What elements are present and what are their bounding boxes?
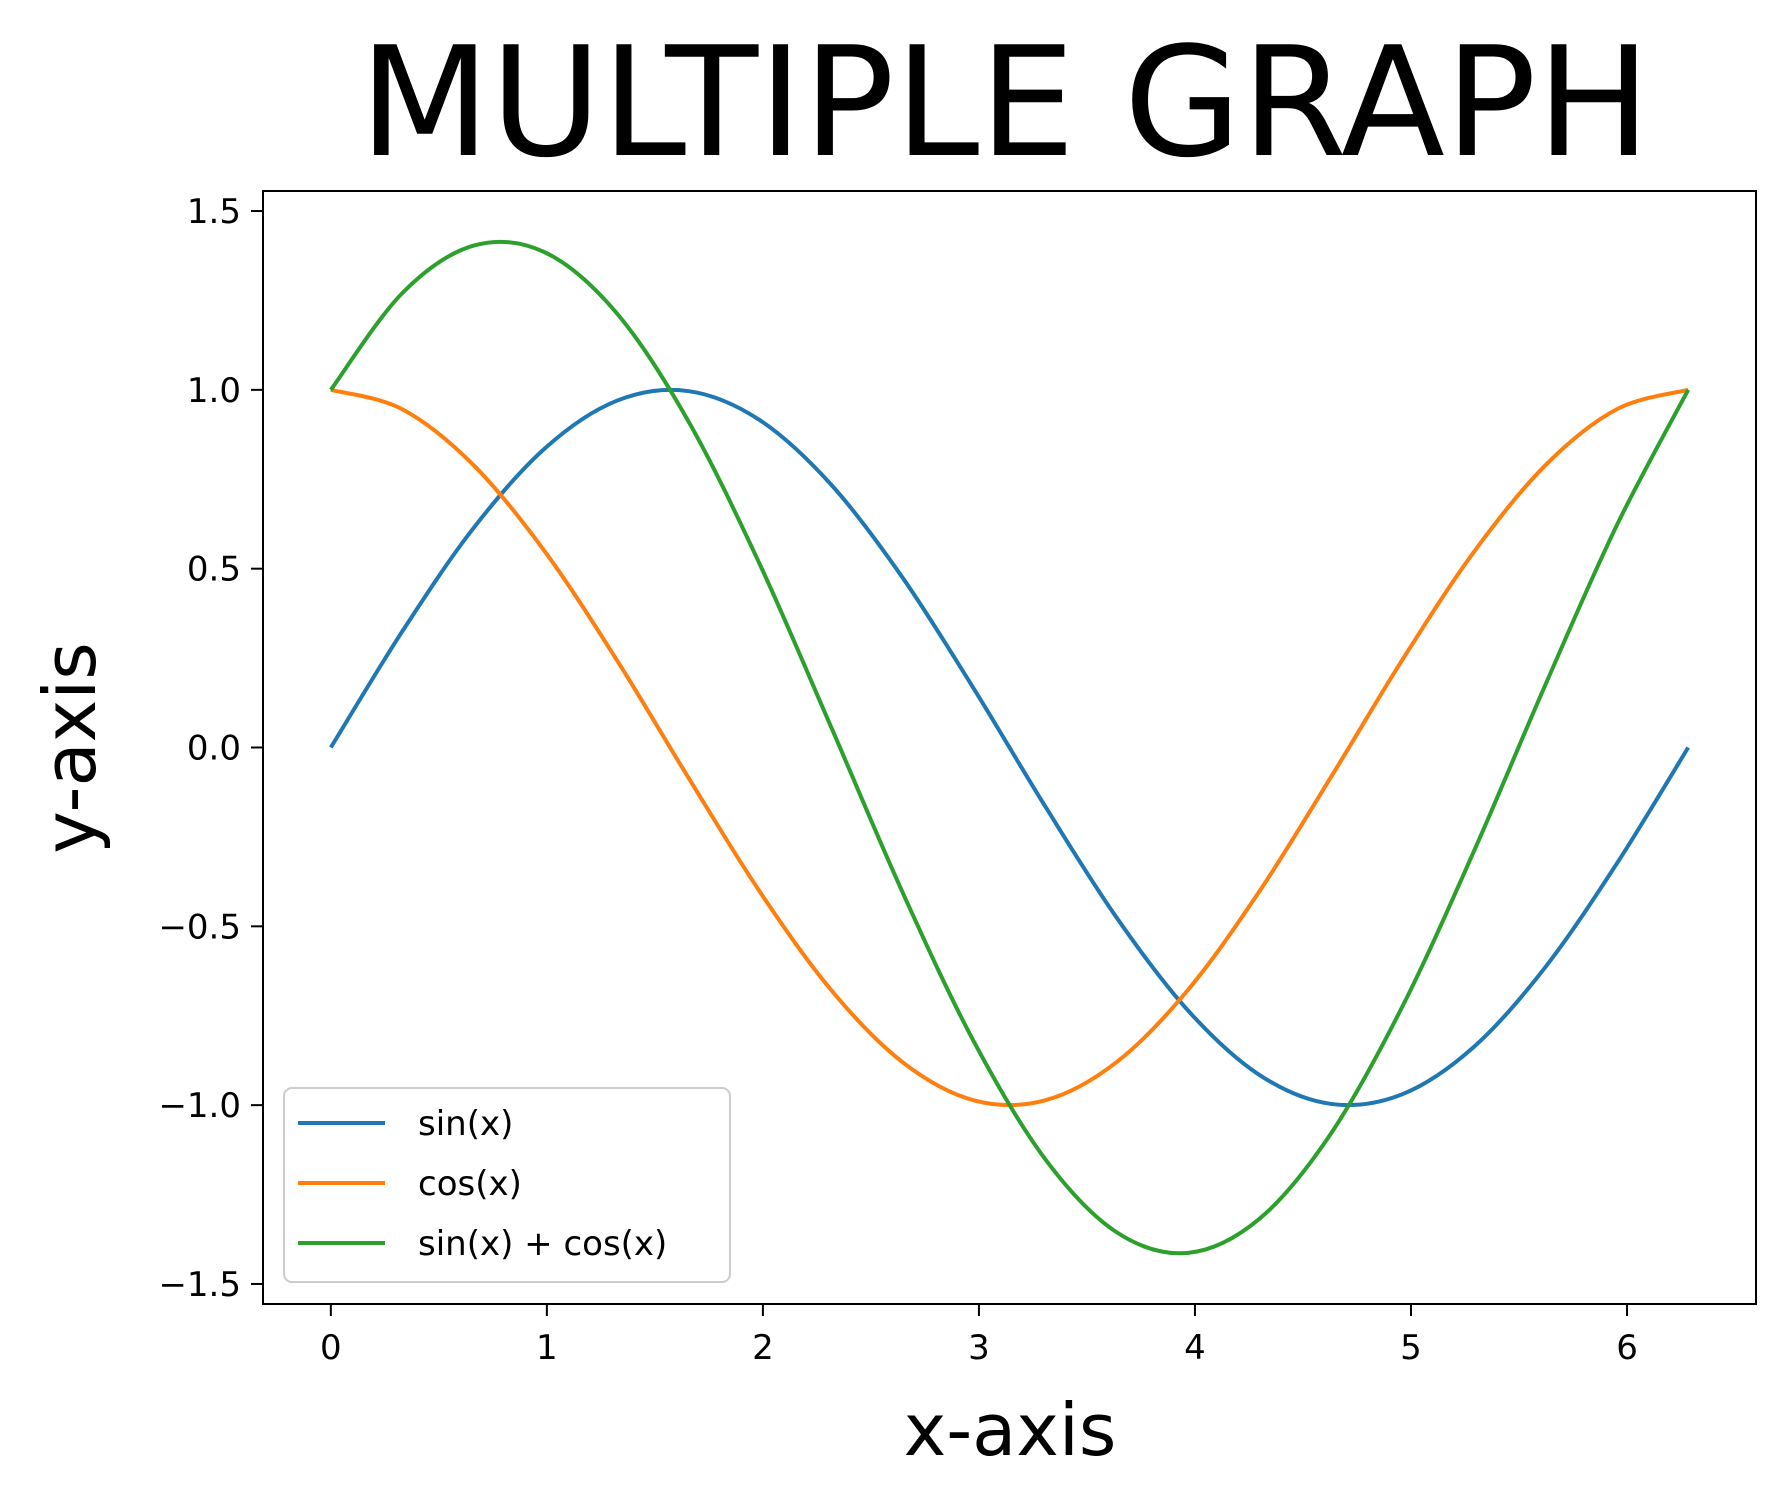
legend-box — [283, 1087, 731, 1283]
y-axis-ticks: −1.5 −1.0 −0.5 0.0 0.5 1.0 1.5 — [158, 192, 263, 1305]
series-line-3 — [329, 239, 1690, 1256]
x-axis-ticks: 0 1 2 3 4 5 6 — [320, 1304, 1638, 1368]
x-tick-label: 2 — [752, 1328, 774, 1368]
x-tick-label: 1 — [536, 1328, 558, 1368]
y-axis-label: y-axis — [28, 642, 112, 854]
series-line-1 — [329, 387, 1690, 1108]
y-tick-label: 0.0 — [187, 729, 241, 769]
x-axis-label: x-axis — [904, 1388, 1117, 1472]
legend-items: sin(x) cos(x) sin(x) + cos(x) — [298, 1104, 667, 1264]
legend-label: sin(x) — [418, 1104, 513, 1144]
legend-label: cos(x) — [418, 1164, 522, 1204]
legend: sin(x) cos(x) sin(x) + cos(x) — [283, 1087, 731, 1283]
y-tick-label: −1.0 — [158, 1086, 241, 1126]
x-tick-label: 3 — [968, 1328, 990, 1368]
y-tick-label: 0.5 — [187, 550, 241, 590]
chart-title: MULTIPLE GRAPH — [359, 14, 1651, 191]
legend-label: sin(x) + cos(x) — [418, 1224, 667, 1264]
series-layer — [329, 239, 1690, 1256]
y-tick-label: 1.5 — [187, 192, 241, 232]
x-tick-label: 5 — [1400, 1328, 1422, 1368]
y-tick-label: −1.5 — [158, 1265, 241, 1305]
x-tick-label: 0 — [320, 1328, 342, 1368]
y-tick-label: −0.5 — [158, 907, 241, 947]
x-tick-label: 4 — [1184, 1328, 1206, 1368]
y-tick-label: 1.0 — [187, 371, 241, 411]
x-tick-label: 6 — [1616, 1328, 1638, 1368]
